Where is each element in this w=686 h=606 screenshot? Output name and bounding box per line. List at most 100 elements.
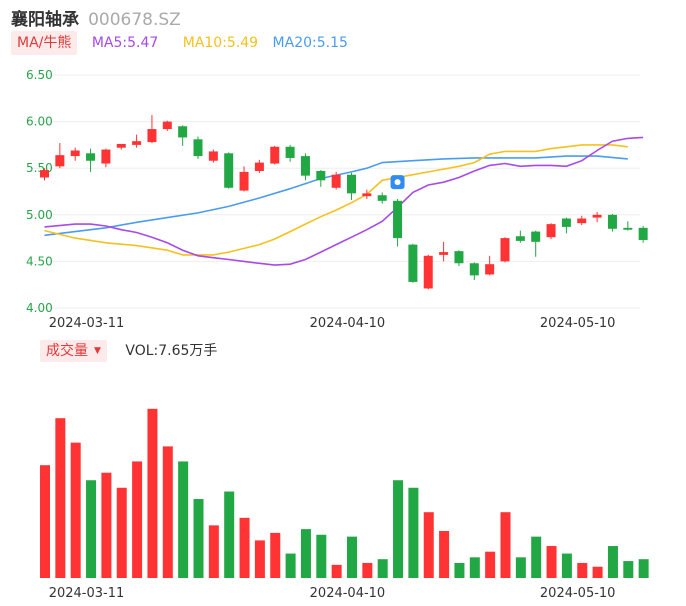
- candle-body: [162, 121, 172, 130]
- x-tick-label: 2024-05-10: [540, 586, 616, 601]
- volume-bar: [70, 442, 81, 578]
- candlesticks: [40, 115, 648, 290]
- candle-body: [208, 151, 218, 161]
- candle-body: [623, 227, 633, 230]
- ma10-line: [44, 144, 628, 256]
- volume-bar: [546, 546, 557, 578]
- candle-body: [439, 252, 449, 255]
- candle-body: [193, 139, 203, 157]
- y-tick-label: 6.50: [26, 68, 53, 82]
- volume-date-axis: 2024-03-11 2024-04-10 2024-05-10: [49, 586, 616, 601]
- candle-body: [607, 214, 617, 229]
- candle-body: [408, 244, 418, 282]
- volume-bar: [147, 408, 158, 578]
- volume-bar: [362, 562, 373, 578]
- volume-bar: [116, 487, 127, 578]
- volume-bar: [270, 532, 281, 578]
- volume-selector-label: 成交量: [46, 343, 88, 359]
- volume-bar: [40, 465, 50, 578]
- event-marker-dot: [394, 179, 401, 186]
- volume-bar: [408, 487, 419, 578]
- volume-bar: [178, 461, 189, 578]
- ma5-label: MA5:5.47: [91, 35, 159, 51]
- current-marker: [390, 175, 405, 190]
- x-tick-label: 2024-03-11: [49, 316, 125, 331]
- volume-bar: [101, 472, 112, 578]
- candle-body: [316, 170, 326, 181]
- stock-name: 襄阳轴承: [11, 10, 79, 30]
- volume-bar: [531, 536, 542, 578]
- volume-bar: [592, 566, 603, 578]
- candle-body: [377, 195, 387, 201]
- volume-bar: [285, 553, 296, 578]
- volume-bars: [40, 408, 649, 578]
- volume-selector-button[interactable]: 成交量 ▼: [40, 340, 107, 362]
- price-date-axis: 2024-03-11 2024-04-10 2024-05-10: [49, 316, 616, 331]
- volume-bar: [224, 491, 235, 578]
- ma20-label: MA20:5.15: [272, 35, 348, 51]
- candle-body: [101, 149, 111, 164]
- candle-body: [515, 236, 525, 241]
- volume-bar: [469, 557, 480, 578]
- candle-body: [546, 224, 556, 238]
- volume-bar: [515, 557, 526, 578]
- candle-body: [178, 126, 188, 138]
- volume-bar: [132, 461, 143, 578]
- volume-bar: [316, 534, 327, 578]
- candle-body: [239, 171, 249, 191]
- volume-bar: [454, 562, 465, 578]
- volume-bar: [485, 551, 496, 578]
- candle-body: [347, 174, 356, 194]
- candle-body: [469, 263, 479, 276]
- volume-bar: [561, 553, 572, 578]
- candle-body: [638, 227, 648, 240]
- x-tick-label: 2024-04-10: [310, 586, 386, 601]
- volume-bar: [347, 536, 357, 578]
- candle-body: [362, 193, 372, 197]
- candle-body: [224, 153, 234, 188]
- y-tick-label: 4.50: [26, 254, 53, 268]
- candle-body: [485, 264, 495, 275]
- volume-bar: [55, 418, 66, 578]
- stock-code: 000678.SZ: [88, 10, 181, 30]
- volume-bar: [500, 512, 511, 578]
- volume-bar: [208, 525, 219, 578]
- volume-legend: 成交量 ▼ VOL:7.65万手: [40, 340, 217, 362]
- candle-body: [40, 170, 49, 178]
- candle-body: [531, 231, 541, 242]
- volume-bar: [300, 529, 311, 578]
- candle-body: [423, 255, 433, 289]
- candle-body: [331, 174, 341, 188]
- volume-bar: [607, 546, 618, 578]
- caret-down-icon: ▼: [94, 346, 101, 356]
- candle-body: [55, 155, 65, 167]
- ma5-line: [44, 136, 644, 266]
- ma-selector-button[interactable]: MA/牛熊: [11, 31, 78, 55]
- volume-bar: [239, 517, 250, 578]
- x-tick-label: 2024-03-11: [49, 586, 125, 601]
- volume-bar: [638, 559, 649, 578]
- candle-body: [393, 200, 403, 239]
- y-tick-label: 5.00: [26, 208, 53, 222]
- candle-body: [254, 162, 264, 171]
- y-tick-label: 6.00: [26, 115, 53, 129]
- volume-bar: [162, 446, 173, 578]
- volume-bar: [577, 562, 588, 578]
- volume-bar: [439, 531, 450, 578]
- volume-bar: [393, 480, 404, 578]
- volume-bar: [423, 512, 434, 578]
- candle-body: [577, 218, 587, 224]
- ma-legend: MA/牛熊 MA5:5.47 MA10:5.49 MA20:5.15: [11, 31, 348, 55]
- candle-body: [70, 150, 80, 157]
- candle-body: [116, 143, 126, 148]
- x-tick-label: 2024-04-10: [310, 316, 386, 331]
- volume-bar: [331, 564, 342, 578]
- ma20-line: [44, 155, 628, 237]
- volume-value: VOL:7.65万手: [125, 343, 218, 359]
- volume-bar: [86, 480, 97, 578]
- x-tick-label: 2024-05-10: [540, 316, 616, 331]
- price-axis-labels: 6.506.005.505.004.504.00: [26, 68, 53, 315]
- ma10-label: MA10:5.49: [182, 35, 259, 51]
- volume-bar: [377, 559, 388, 578]
